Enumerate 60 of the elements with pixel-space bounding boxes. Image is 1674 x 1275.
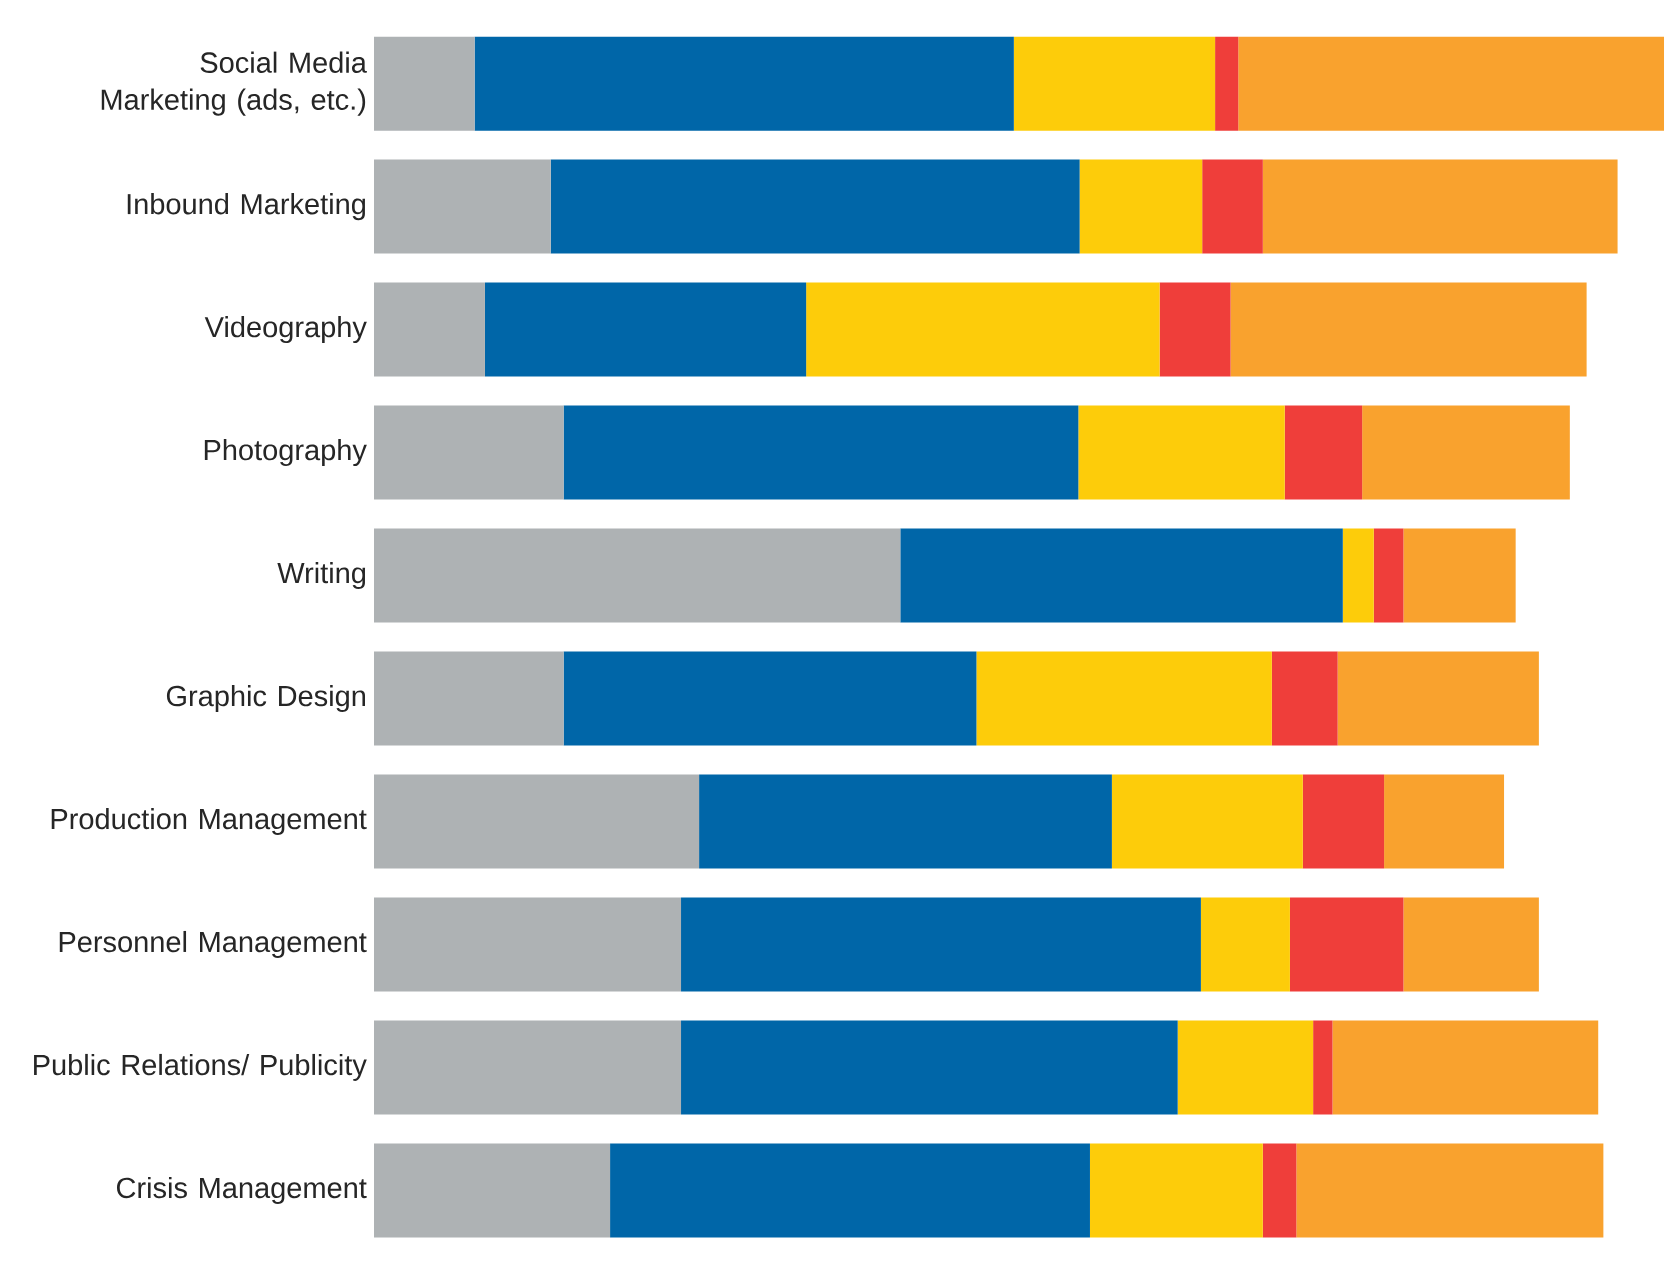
bar: [1403, 528, 1516, 623]
bar: [900, 528, 1343, 623]
bar: [610, 1143, 1090, 1238]
bar: [374, 405, 564, 500]
y-tick-label: Writing: [277, 562, 366, 590]
bar: [1337, 651, 1539, 746]
bar: [1271, 651, 1338, 746]
bar: [550, 159, 1080, 254]
y-tick-label: Photography: [204, 439, 367, 467]
bar: [681, 1020, 1178, 1115]
bar: [1403, 897, 1539, 992]
bar: [484, 282, 807, 377]
bar: [1177, 1020, 1314, 1115]
bar: [374, 774, 700, 869]
bar: [474, 36, 1014, 131]
bar: [1013, 36, 1216, 131]
bar: [1296, 1143, 1604, 1238]
bar: [699, 774, 1112, 869]
bar: [563, 405, 1079, 500]
bar: [1079, 159, 1203, 254]
y-tick-label: Personnel Management: [59, 930, 367, 958]
bar: [374, 1143, 611, 1238]
bar: [806, 282, 1160, 377]
bar: [1289, 897, 1404, 992]
y-tick-label: Inbound Marketing: [127, 193, 366, 221]
bar: [1111, 774, 1303, 869]
bar: [681, 897, 1201, 992]
bar: [976, 651, 1272, 746]
bar: [563, 651, 977, 746]
bar: [1373, 528, 1404, 623]
bar: [1284, 405, 1363, 500]
bar: [1332, 1020, 1599, 1115]
bar: [1313, 1020, 1333, 1115]
bar: [374, 1020, 682, 1115]
bar: [1202, 159, 1263, 254]
y-tick-label: Crisis Management: [116, 1176, 367, 1204]
y-tick-label: Graphic Design: [166, 684, 365, 713]
bar: [1230, 282, 1587, 377]
bar: [1089, 1143, 1263, 1238]
y-tick-label: Production Management: [51, 807, 367, 836]
bar: [1262, 1143, 1297, 1238]
y-tick-label: Social Media Marketing (ads, etc.): [101, 51, 367, 116]
y-tick-label: Public Relations/ Publicity: [34, 1053, 367, 1081]
bar: [374, 282, 485, 377]
bar: [1078, 405, 1285, 500]
bar: [374, 528, 901, 623]
bar: [1342, 528, 1374, 623]
y-tick-label: Videography: [204, 316, 367, 344]
bar: [374, 897, 682, 992]
bar: [1159, 282, 1231, 377]
bar: [374, 651, 564, 746]
bar: [374, 159, 551, 254]
bar: [1302, 774, 1385, 869]
bar: [1262, 159, 1618, 254]
bar: [1384, 774, 1505, 869]
bar: [1200, 897, 1290, 992]
bar: [1238, 36, 1665, 131]
bar: [374, 36, 475, 131]
bar: [1215, 36, 1239, 131]
bar: [1362, 405, 1570, 500]
